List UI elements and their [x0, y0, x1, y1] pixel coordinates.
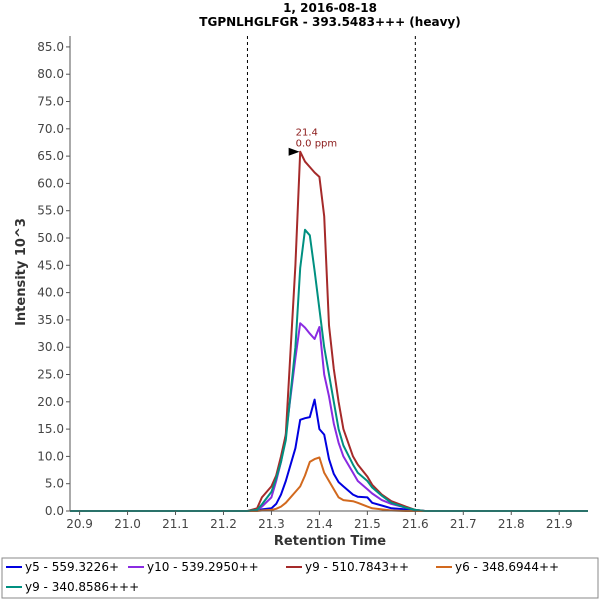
apex-ppm-label: 0.0 ppm — [296, 139, 338, 150]
y-tick-label: 10.0 — [37, 449, 64, 463]
x-tick-label: 21.6 — [402, 517, 429, 531]
peak-annotation: 21.40.0 ppm — [288, 128, 338, 156]
y-tick-label: 80.0 — [37, 67, 64, 81]
x-tick-label: 21.2 — [210, 517, 237, 531]
legend-box — [1, 557, 599, 599]
y-tick-label: 70.0 — [37, 122, 64, 136]
y-tick-label: 65.0 — [37, 149, 64, 163]
y-tick-label: 85.0 — [37, 40, 64, 54]
peak-boundaries — [246, 36, 416, 511]
y-tick-label: 15.0 — [37, 422, 64, 436]
y-axis-ticks: 0.0 5.0 10.0 15.0 20.0 25.0 30.0 35.0 40.0 45.0 50… — [37, 40, 70, 518]
x-tick-label: 21.7 — [450, 517, 477, 531]
x-tick-label: 21.3 — [258, 517, 285, 531]
y-tick-label: 55.0 — [37, 204, 64, 218]
series-line-4 — [70, 456, 588, 512]
x-tick-label: 21.0 — [114, 517, 141, 531]
y-tick-label: 35.0 — [37, 313, 64, 327]
y-tick-label: 45.0 — [37, 258, 64, 272]
x-tick-label: 21.8 — [498, 517, 525, 531]
series-line-2 — [70, 322, 588, 512]
legend-label-5: y9 - 340.8586+++ — [25, 580, 139, 594]
y-tick-label: 75.0 — [37, 95, 64, 109]
series-line-5 — [70, 228, 588, 512]
apex-time-label: 21.4 — [296, 128, 318, 139]
plot-background — [70, 36, 588, 511]
plot-area: 21.40.0 ppm 20.9 21.0 21.1 21.2 21.3 21.4 21.5… — [37, 36, 588, 531]
chart-subtitle: TGPNLHGLFGR - 393.5483+++ (heavy) — [199, 15, 460, 29]
legend-label-2: y10 - 539.2950++ — [147, 560, 259, 574]
series-layer — [70, 150, 588, 512]
y-tick-label: 60.0 — [37, 176, 64, 190]
y-tick-label: 40.0 — [37, 286, 64, 300]
x-tick-label: 21.5 — [354, 517, 381, 531]
y-tick-label: 30.0 — [37, 340, 64, 354]
y-tick-label: 50.0 — [37, 231, 64, 245]
x-axis-label: Retention Time — [274, 534, 386, 549]
legend-label-4: y6 - 348.6944++ — [455, 560, 559, 574]
legend-label-3: y9 - 510.7843++ — [305, 560, 409, 574]
x-tick-label: 20.9 — [66, 517, 93, 531]
legend-label-1: y5 - 559.3226+ — [25, 560, 119, 574]
apex-marker — [288, 147, 300, 156]
series-line-1 — [70, 398, 588, 512]
y-tick-label: 0.0 — [45, 504, 64, 518]
x-tick-label: 21.9 — [546, 517, 573, 531]
y-tick-label: 25.0 — [37, 368, 64, 382]
x-tick-label: 21.4 — [306, 517, 333, 531]
x-tick-label: 21.1 — [162, 517, 189, 531]
y-tick-label: 20.0 — [37, 395, 64, 409]
y-axis-label: Intensity 10^3 — [14, 218, 29, 326]
y-tick-label: 5.0 — [45, 477, 64, 491]
x-axis-ticks: 20.9 21.0 21.1 21.2 21.3 21.4 21.5 21.6 21.7 21.8… — [66, 511, 573, 531]
legend: y5 - 559.3226+ y10 - 539.2950++ y9 - 510.7… — [1, 557, 599, 599]
chart-title: 1, 2016-08-18 — [283, 1, 377, 15]
